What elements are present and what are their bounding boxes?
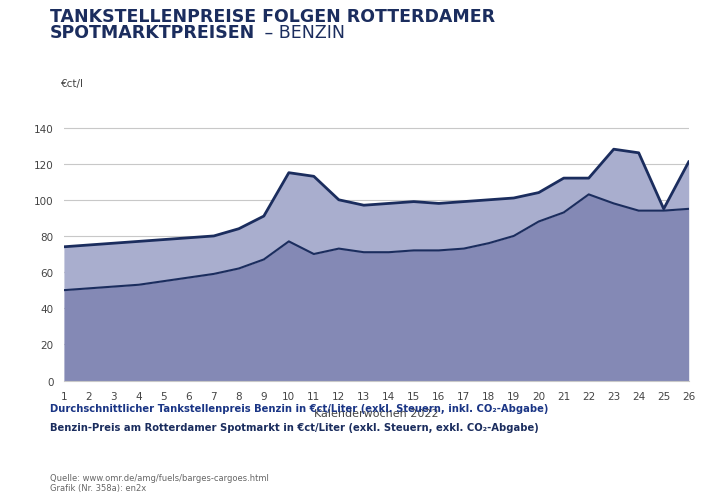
- X-axis label: Kalenderwochen 2022: Kalenderwochen 2022: [314, 408, 439, 418]
- Text: Grafik (Nr. 358a): en2x: Grafik (Nr. 358a): en2x: [50, 483, 146, 492]
- Text: TANKSTELLENPREISE FOLGEN ROTTERDAMER: TANKSTELLENPREISE FOLGEN ROTTERDAMER: [50, 8, 495, 26]
- Text: SPOTMARKTPREISEN: SPOTMARKTPREISEN: [50, 24, 255, 42]
- Text: Quelle: www.omr.de/amg/fuels/barges-cargoes.html: Quelle: www.omr.de/amg/fuels/barges-carg…: [50, 473, 268, 482]
- Text: Benzin-Preis am Rotterdamer Spotmarkt in €ct/Liter (exkl. Steuern, exkl. CO₂-Abg: Benzin-Preis am Rotterdamer Spotmarkt in…: [50, 422, 538, 432]
- Text: – BENZIN: – BENZIN: [259, 24, 345, 42]
- Text: €ct/l: €ct/l: [61, 79, 84, 89]
- Text: Durchschnittlicher Tankstellenpreis Benzin in €ct/Liter (exkl. Steuern, inkl. CO: Durchschnittlicher Tankstellenpreis Benz…: [50, 403, 548, 413]
